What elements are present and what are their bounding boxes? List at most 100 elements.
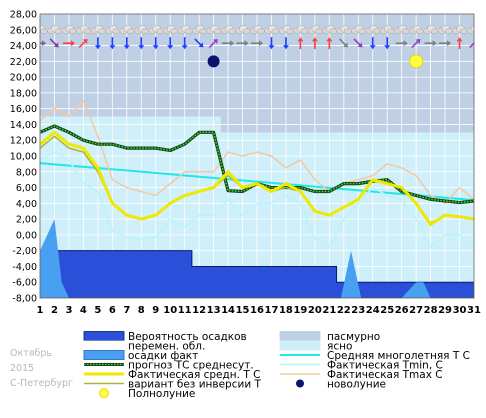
wind-arrow-icon — [152, 37, 159, 50]
wind-arrow-icon — [49, 38, 59, 48]
year-label: 2015 — [10, 363, 34, 374]
legend-label: Фактическая средн. Т С — [128, 369, 260, 381]
legend-label: ясно — [327, 340, 352, 352]
month-label: Октябрь — [10, 348, 52, 359]
x-tick-label: 1 — [37, 305, 44, 316]
cloud-icon — [220, 25, 236, 35]
legend-swatch — [83, 350, 125, 360]
new-moon-icon — [296, 379, 304, 388]
precip-probability-area — [40, 250, 474, 298]
x-tick-label: 13 — [207, 305, 221, 316]
wind-arrow-icon — [424, 40, 437, 47]
cloud-icon — [76, 25, 92, 35]
series-fact-avg — [40, 130, 474, 227]
cloud-icon — [336, 25, 352, 35]
legend-label: Фактическая Tmax C — [327, 369, 443, 381]
new-moon-icon — [207, 55, 220, 68]
legend-swatch — [279, 340, 321, 351]
x-tick-label: 25 — [380, 305, 394, 316]
wind-arrow-icon — [297, 37, 304, 50]
wind-arrow-icon — [78, 38, 88, 48]
legend-item-precip-prob: Вероятность осадков — [83, 331, 247, 343]
x-tick-label: 10 — [163, 305, 177, 316]
x-tick-label: 29 — [438, 305, 452, 316]
wind-arrow-icon — [326, 37, 333, 50]
cloud-icon — [264, 25, 280, 35]
cloud-icon — [206, 25, 222, 35]
legend-label: вариант без инверсии Т — [128, 378, 261, 390]
plot-border — [39, 13, 475, 299]
cloud-icon — [191, 25, 207, 35]
y-tick-label: -2,00 — [12, 246, 37, 257]
y-tick-label: 18,00 — [10, 88, 37, 99]
y-tick-label: 10,00 — [10, 152, 37, 163]
cloud-icon — [307, 25, 323, 35]
x-tick-label: 28 — [424, 305, 438, 316]
legend-label: Вероятность осадков — [128, 331, 247, 343]
y-tick-label: -8,00 — [12, 294, 37, 305]
legend-item-new-moon: новолуние — [296, 378, 386, 390]
legend-label: осадки факт — [128, 350, 198, 362]
legend-item-no-inversion: вариант без инверсии Т — [84, 378, 261, 390]
y-tick-label: -6,00 — [12, 278, 37, 289]
x-axis-ticks: 1 2 3 4 5 6 7 8 9 10 11 12 13 14 15 16 17 18 19 20 21 22 23 24 2… — [37, 305, 481, 316]
series-group — [40, 100, 474, 248]
cloud-icon — [394, 25, 410, 35]
x-tick-label: 6 — [109, 305, 116, 316]
cloud-icon — [365, 25, 381, 35]
cloud-icon — [452, 25, 468, 35]
legend-item-forecast-avg: прогноз ТС среднесут. — [84, 359, 254, 371]
cloud-icon — [293, 25, 309, 35]
wind-arrow-icon — [208, 38, 218, 48]
legend-swatch — [83, 340, 125, 351]
legend-label: Полнолуние — [128, 388, 195, 400]
cloud-icon — [278, 25, 294, 35]
wind-arrow-icon — [181, 37, 188, 50]
legend-label: Средняя многолетняя Т С — [327, 350, 470, 362]
y-tick-label: 16,00 — [10, 104, 37, 115]
x-tick-label: 5 — [94, 305, 101, 316]
y-tick-label: 14,00 — [10, 120, 37, 131]
y-tick-label: 0,00 — [16, 230, 37, 241]
wind-arrow-icon — [395, 40, 408, 47]
plot-clip-group — [40, 14, 474, 298]
cloud-icon — [162, 25, 178, 35]
wind-arrow-icon — [109, 37, 116, 50]
wind-arrow-icon — [311, 37, 318, 50]
legend-swatch — [279, 331, 321, 341]
wind-arrow-icon — [469, 38, 474, 48]
y-axis-ticks: -8,00 -6,00 -4,00 -2,00 0,00 2,00 4,00 6,00 8,00… — [10, 10, 37, 305]
x-tick-label: 31 — [467, 305, 481, 316]
wind-arrow-icon — [338, 38, 349, 48]
wind-arrow-icon — [222, 40, 235, 47]
y-tick-label: 6,00 — [16, 183, 37, 194]
legend-item-full-moon: Полнолуние — [99, 388, 195, 400]
legend-item-fact-avg: Фактическая средн. Т С — [84, 369, 260, 381]
wind-arrow-icon — [138, 37, 145, 50]
legend-item-clear: ясно — [279, 340, 352, 352]
x-tick-label: 9 — [152, 305, 159, 316]
x-tick-label: 23 — [351, 305, 365, 316]
cloud-icon — [408, 25, 424, 35]
legend-item-variable-cloud: перемен. обл. — [83, 340, 205, 352]
cloud-icon — [423, 25, 439, 35]
x-tick-label: 19 — [293, 305, 307, 316]
series-norm-avg — [40, 162, 474, 202]
y-tick-label: 28,00 — [10, 10, 37, 21]
legend-label: перемен. обл. — [128, 340, 205, 352]
wind-arrow-icon — [194, 38, 204, 48]
cloud-icon — [437, 25, 453, 35]
wind-arrow-icon — [439, 40, 452, 47]
wind-arrow-icon — [123, 37, 130, 50]
wind-arrow-icon — [167, 37, 174, 50]
x-tick-label: 17 — [265, 305, 279, 316]
legend-item-overcast: пасмурно — [279, 331, 380, 343]
x-tick-label: 24 — [366, 305, 380, 316]
wind-arrow-icon — [251, 40, 263, 47]
legend-item-norm-avg: Средняя многолетняя Т С — [280, 350, 470, 362]
precip-fact-area — [40, 219, 431, 298]
x-tick-label: 14 — [221, 305, 235, 316]
y-tick-label: 4,00 — [16, 199, 37, 210]
legend: Вероятность осадков пасмурно перемен. обл.… — [83, 331, 470, 400]
